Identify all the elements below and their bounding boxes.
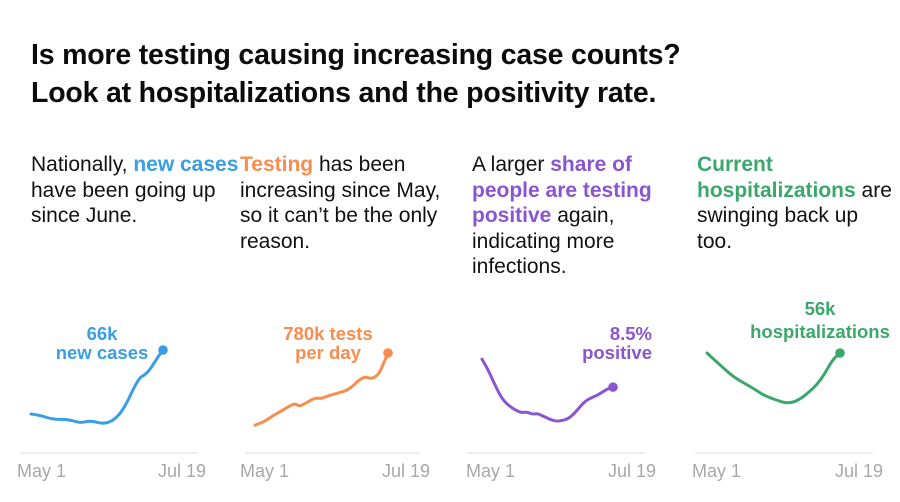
series-line — [480, 357, 615, 423]
blurb-highlight-hospitalizations: Current hospitalizations — [697, 153, 856, 202]
series-line — [705, 351, 842, 405]
blurb-testing: Testing has been increasing since May, s… — [240, 152, 450, 254]
blurb-post: has been increasing since May, so it can… — [240, 153, 441, 253]
series-line — [253, 351, 390, 427]
x-tick-label-start: May 1 — [692, 461, 741, 481]
end-value-label: 8.5% — [610, 323, 652, 344]
blurb-pre: Nationally, — [31, 153, 134, 176]
end-value-caption: new cases — [56, 342, 149, 363]
series-end-point — [383, 348, 393, 358]
blurb-highlight-new-cases: new cases — [133, 153, 239, 176]
x-tick-label-start: May 1 — [466, 461, 515, 481]
chart-panel-positivity: May 1 Jul 19 8.5%positive — [466, 323, 656, 481]
series-end-point — [608, 382, 618, 392]
end-value-caption: per day — [295, 342, 362, 363]
blurb-pre: A larger — [472, 153, 551, 176]
end-value-caption: hospitalizations — [750, 321, 890, 342]
series-line — [29, 348, 165, 425]
blurb-hospitalizations: Current hospitalizations are swinging ba… — [697, 152, 892, 254]
series-end-point — [835, 348, 845, 358]
blurb-cases: Nationally, new cases have been going up… — [31, 152, 241, 229]
x-tick-label-start: May 1 — [240, 461, 289, 481]
title-line-2: Look at hospitalizations and the positiv… — [31, 77, 657, 109]
end-value-label: 66k — [87, 323, 119, 344]
blurb-highlight-testing: Testing — [240, 153, 314, 176]
end-value-label: 56k — [805, 298, 837, 319]
chart-title: Is more testing causing increasing case … — [31, 36, 681, 112]
blurb-highlight-positivity: share of people are testing positive — [472, 153, 652, 227]
x-tick-label-end: Jul 19 — [608, 461, 656, 481]
blurb-positivity: A larger share of people are testing pos… — [472, 152, 682, 280]
blurb-post: have been going up since June. — [31, 178, 216, 228]
x-tick-label-end: Jul 19 — [382, 461, 430, 481]
title-line-1: Is more testing causing increasing case … — [31, 39, 681, 71]
x-tick-label-end: Jul 19 — [158, 461, 206, 481]
end-value-label: 780k tests — [283, 323, 372, 344]
blurb-post: again, indicating more infections. — [472, 204, 615, 278]
x-tick-label-start: May 1 — [17, 461, 66, 481]
x-tick-label-end: Jul 19 — [835, 461, 883, 481]
end-value-caption: positive — [582, 342, 652, 363]
blurb-post: are swinging back up too. — [697, 178, 892, 253]
series-end-point — [158, 345, 168, 355]
